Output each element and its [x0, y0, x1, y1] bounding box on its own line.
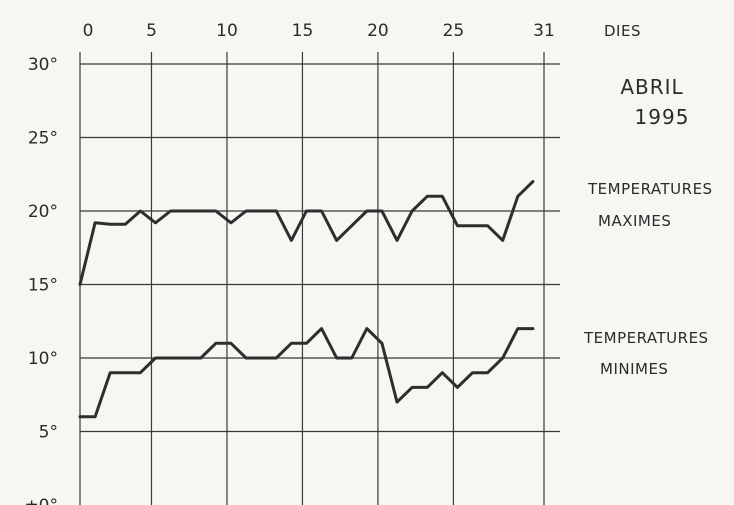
x-tick-label-0: 0: [83, 21, 94, 41]
x-tick-label-10: 10: [216, 21, 238, 41]
chart-title-month: ABRIL: [620, 75, 683, 99]
y-tick-label-5: 5°: [39, 423, 58, 443]
x-tick-label-31: 31: [533, 21, 555, 41]
y-tick-labels: ±0° 5° 10° 15° 20° 25° 30°: [24, 55, 58, 505]
x-tick-labels: 0 5 10 15 20 25 31: [83, 21, 555, 41]
y-tick-label-20: 20°: [28, 202, 58, 222]
y-tick-label-0: ±0°: [24, 496, 58, 505]
series-label-min-line2: MINIMES: [600, 360, 668, 378]
chart-title-year: 1995: [635, 105, 690, 129]
x-tick-label-15: 15: [292, 21, 314, 41]
series-layer: [78, 180, 535, 419]
y-tick-label-15: 15°: [28, 276, 58, 296]
series-line-max: [78, 180, 535, 286]
x-tick-label-5: 5: [146, 21, 157, 41]
series-label-max-line1: TEMPERATURES: [587, 180, 713, 198]
y-tick-label-25: 25°: [28, 129, 58, 149]
series-label-max-line2: MAXIMES: [598, 212, 671, 230]
series-line-min: [78, 327, 535, 419]
x-tick-label-25: 25: [443, 21, 465, 41]
y-tick-label-10: 10°: [28, 349, 58, 369]
x-axis-label: DIES: [604, 22, 641, 40]
series-label-min-line1: TEMPERATURES: [583, 329, 709, 347]
y-tick-label-30: 30°: [28, 55, 58, 75]
x-tick-label-20: 20: [367, 21, 389, 41]
grid: [79, 52, 560, 505]
